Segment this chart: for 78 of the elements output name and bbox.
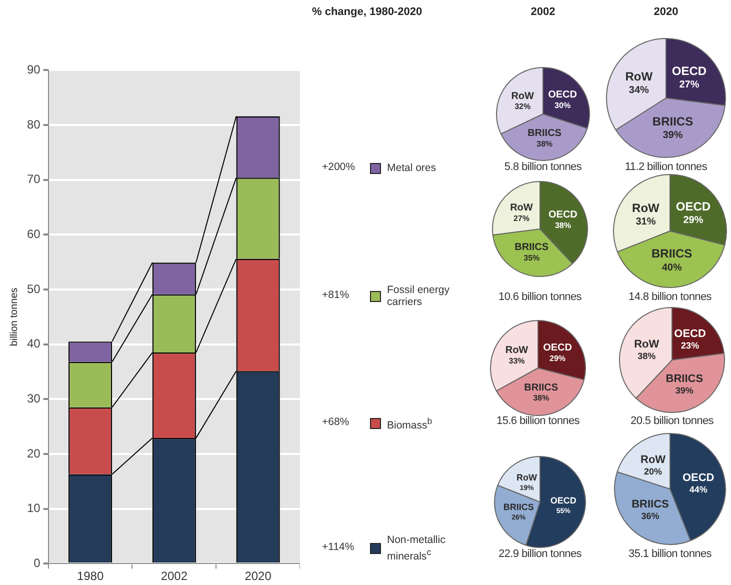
y-tick-label: 90 — [26, 62, 41, 77]
data-label: 35% — [524, 253, 540, 262]
slice-label: BRIICS — [524, 382, 558, 394]
legend-label: Metal ores — [387, 162, 438, 174]
y-tick-label: 0 — [34, 556, 41, 570]
data-label: 34% — [628, 85, 649, 96]
data-label: 20% — [644, 466, 662, 477]
data-label: 27% — [679, 79, 700, 90]
y-tick-label: 60 — [26, 226, 41, 241]
legend-label: Non-metallic minerals$^{c}$ — [387, 534, 446, 562]
text: +68% — [322, 416, 350, 428]
data-label: 29% — [550, 354, 566, 364]
slice-label: OECD — [543, 342, 572, 354]
legend-title: % change, 1980-2020 — [312, 6, 422, 18]
slice-label: BRIICS — [632, 498, 669, 511]
y-tick-label: 10 — [26, 501, 41, 516]
text: +81% — [322, 289, 350, 301]
data-label: 40% — [662, 262, 682, 274]
data-label: 44% — [689, 484, 708, 495]
y-tick-label: 80 — [26, 117, 41, 132]
data-label: 23% — [681, 340, 700, 351]
text: 5.8 billion tonnes — [503, 161, 583, 173]
slice-label: RoW — [516, 472, 538, 482]
text: 11.2 billion tonnes — [624, 161, 708, 173]
slice-label: OECD — [676, 199, 711, 214]
data-label: 39% — [675, 385, 694, 396]
text: 15.6 billion tonnes — [496, 415, 580, 427]
slice-label: RoW — [511, 90, 535, 102]
legend-label: Biomass$^{b}$ — [387, 414, 434, 432]
slice-label: OECD — [550, 496, 577, 506]
chart-title: 2020 — [652, 6, 680, 18]
text: 22.9 billion tonnes — [498, 548, 582, 560]
y-tick-label: 50 — [26, 282, 41, 296]
text: +114% — [322, 541, 356, 553]
slice-label: RoW — [625, 69, 654, 84]
legend-label: Fossil energy carriers — [387, 284, 450, 308]
slice-label: BRIICS — [503, 502, 534, 512]
data-label: 30% — [554, 100, 571, 110]
y-tick-label: 30 — [26, 391, 41, 406]
slice-label: OECD — [672, 64, 707, 78]
x-tick-label: 2002 — [160, 569, 188, 584]
text: 10.6 billion tonnes — [498, 291, 582, 303]
text: 35.1 billion tonnes — [628, 548, 712, 560]
data-label: 33% — [508, 356, 525, 366]
text: 20.5 billion tonnes — [630, 415, 714, 427]
slice-label: BRIICS — [652, 114, 694, 129]
text: +200% — [322, 161, 356, 173]
slice-label: RoW — [634, 338, 660, 350]
data-label: 38% — [533, 394, 550, 403]
y-tick-label: 40 — [26, 336, 41, 351]
slice-label: RoW — [632, 200, 660, 215]
data-label: 27% — [513, 214, 530, 223]
y-tick-label: 20 — [26, 446, 41, 460]
slice-label: OECD — [548, 210, 578, 221]
slice-label: BRIICS — [514, 242, 549, 253]
text: 14.8 billion tonnes — [628, 291, 712, 303]
data-label: 32% — [514, 102, 531, 112]
slice-label: RoW — [510, 202, 534, 214]
y-tick-label: 70 — [26, 172, 41, 186]
data-label: 39% — [662, 130, 683, 142]
slice-label: BRIICS — [652, 246, 692, 261]
x-tick-label: 2020 — [244, 569, 272, 584]
data-label: 36% — [641, 511, 660, 522]
data-label: 38% — [638, 351, 656, 362]
slice-label: OECD — [548, 90, 578, 101]
slice-label: BRIICS — [666, 372, 704, 385]
slice-label: OECD — [674, 328, 706, 340]
y-axis-title: billion tonnes — [8, 288, 20, 346]
data-label: 31% — [636, 216, 656, 228]
data-label: 38% — [554, 221, 571, 230]
slice-label: BRIICS — [528, 128, 562, 139]
slice-label: RoW — [505, 345, 529, 356]
data-label: 29% — [683, 214, 704, 226]
slice-label: RoW — [640, 454, 666, 466]
data-label: 38% — [536, 139, 553, 148]
chart-title: 2002 — [530, 6, 556, 18]
slice-label: OECD — [682, 472, 714, 484]
x-tick-label: 1980 — [76, 569, 104, 584]
